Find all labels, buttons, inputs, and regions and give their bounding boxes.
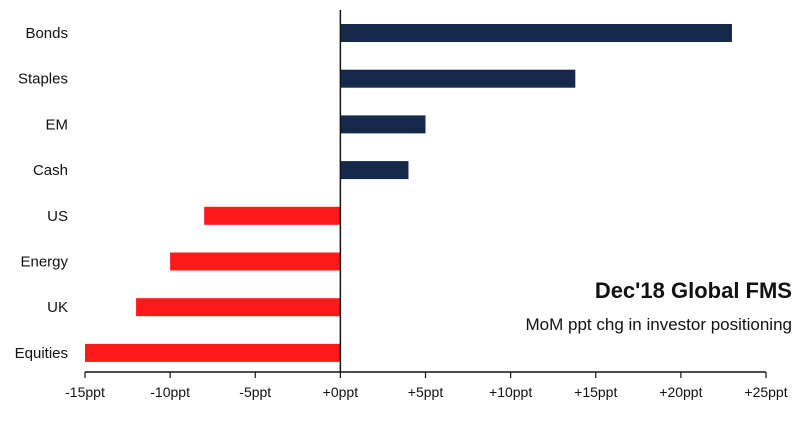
bar-energy xyxy=(170,252,341,271)
x-tick-label: +25ppt xyxy=(744,384,787,400)
x-ticks xyxy=(84,372,767,378)
category-label-cash: Cash xyxy=(33,162,68,179)
bar-us xyxy=(204,206,341,225)
bar-uk xyxy=(136,298,341,317)
x-tick-label: +15ppt xyxy=(574,384,617,400)
category-labels: Bonds Staples EM Cash US Energy UK Equities xyxy=(15,25,69,362)
x-tick-label: -10ppt xyxy=(150,384,190,400)
x-tick-label: +20ppt xyxy=(659,384,702,400)
bar-bonds xyxy=(340,24,732,42)
x-tick-label: +10ppt xyxy=(489,384,532,400)
bars-layer xyxy=(85,24,732,362)
category-label-em: EM xyxy=(46,116,69,133)
chart-title: Dec'18 Global FMS xyxy=(595,278,792,303)
x-tick-label: -15ppt xyxy=(65,384,105,400)
x-tick-label: -5ppt xyxy=(239,384,271,400)
category-label-energy: Energy xyxy=(20,254,68,271)
category-label-staples: Staples xyxy=(18,71,68,88)
category-label-equities: Equities xyxy=(15,345,68,362)
x-tick-labels: -15ppt -10ppt -5ppt +0ppt +5ppt +10ppt +15ppt +… xyxy=(65,384,788,400)
bar-staples xyxy=(340,69,576,88)
x-tick-label: +0ppt xyxy=(323,384,359,400)
chart-subtitle: MoM ppt chg in investor positioning xyxy=(526,315,792,334)
category-label-uk: UK xyxy=(47,299,68,316)
bar-em xyxy=(340,115,426,134)
bar-equities xyxy=(85,343,341,362)
category-label-us: US xyxy=(47,208,68,225)
x-tick-label: +5ppt xyxy=(408,384,444,400)
bar-cash xyxy=(340,161,409,180)
category-label-bonds: Bonds xyxy=(25,25,68,42)
